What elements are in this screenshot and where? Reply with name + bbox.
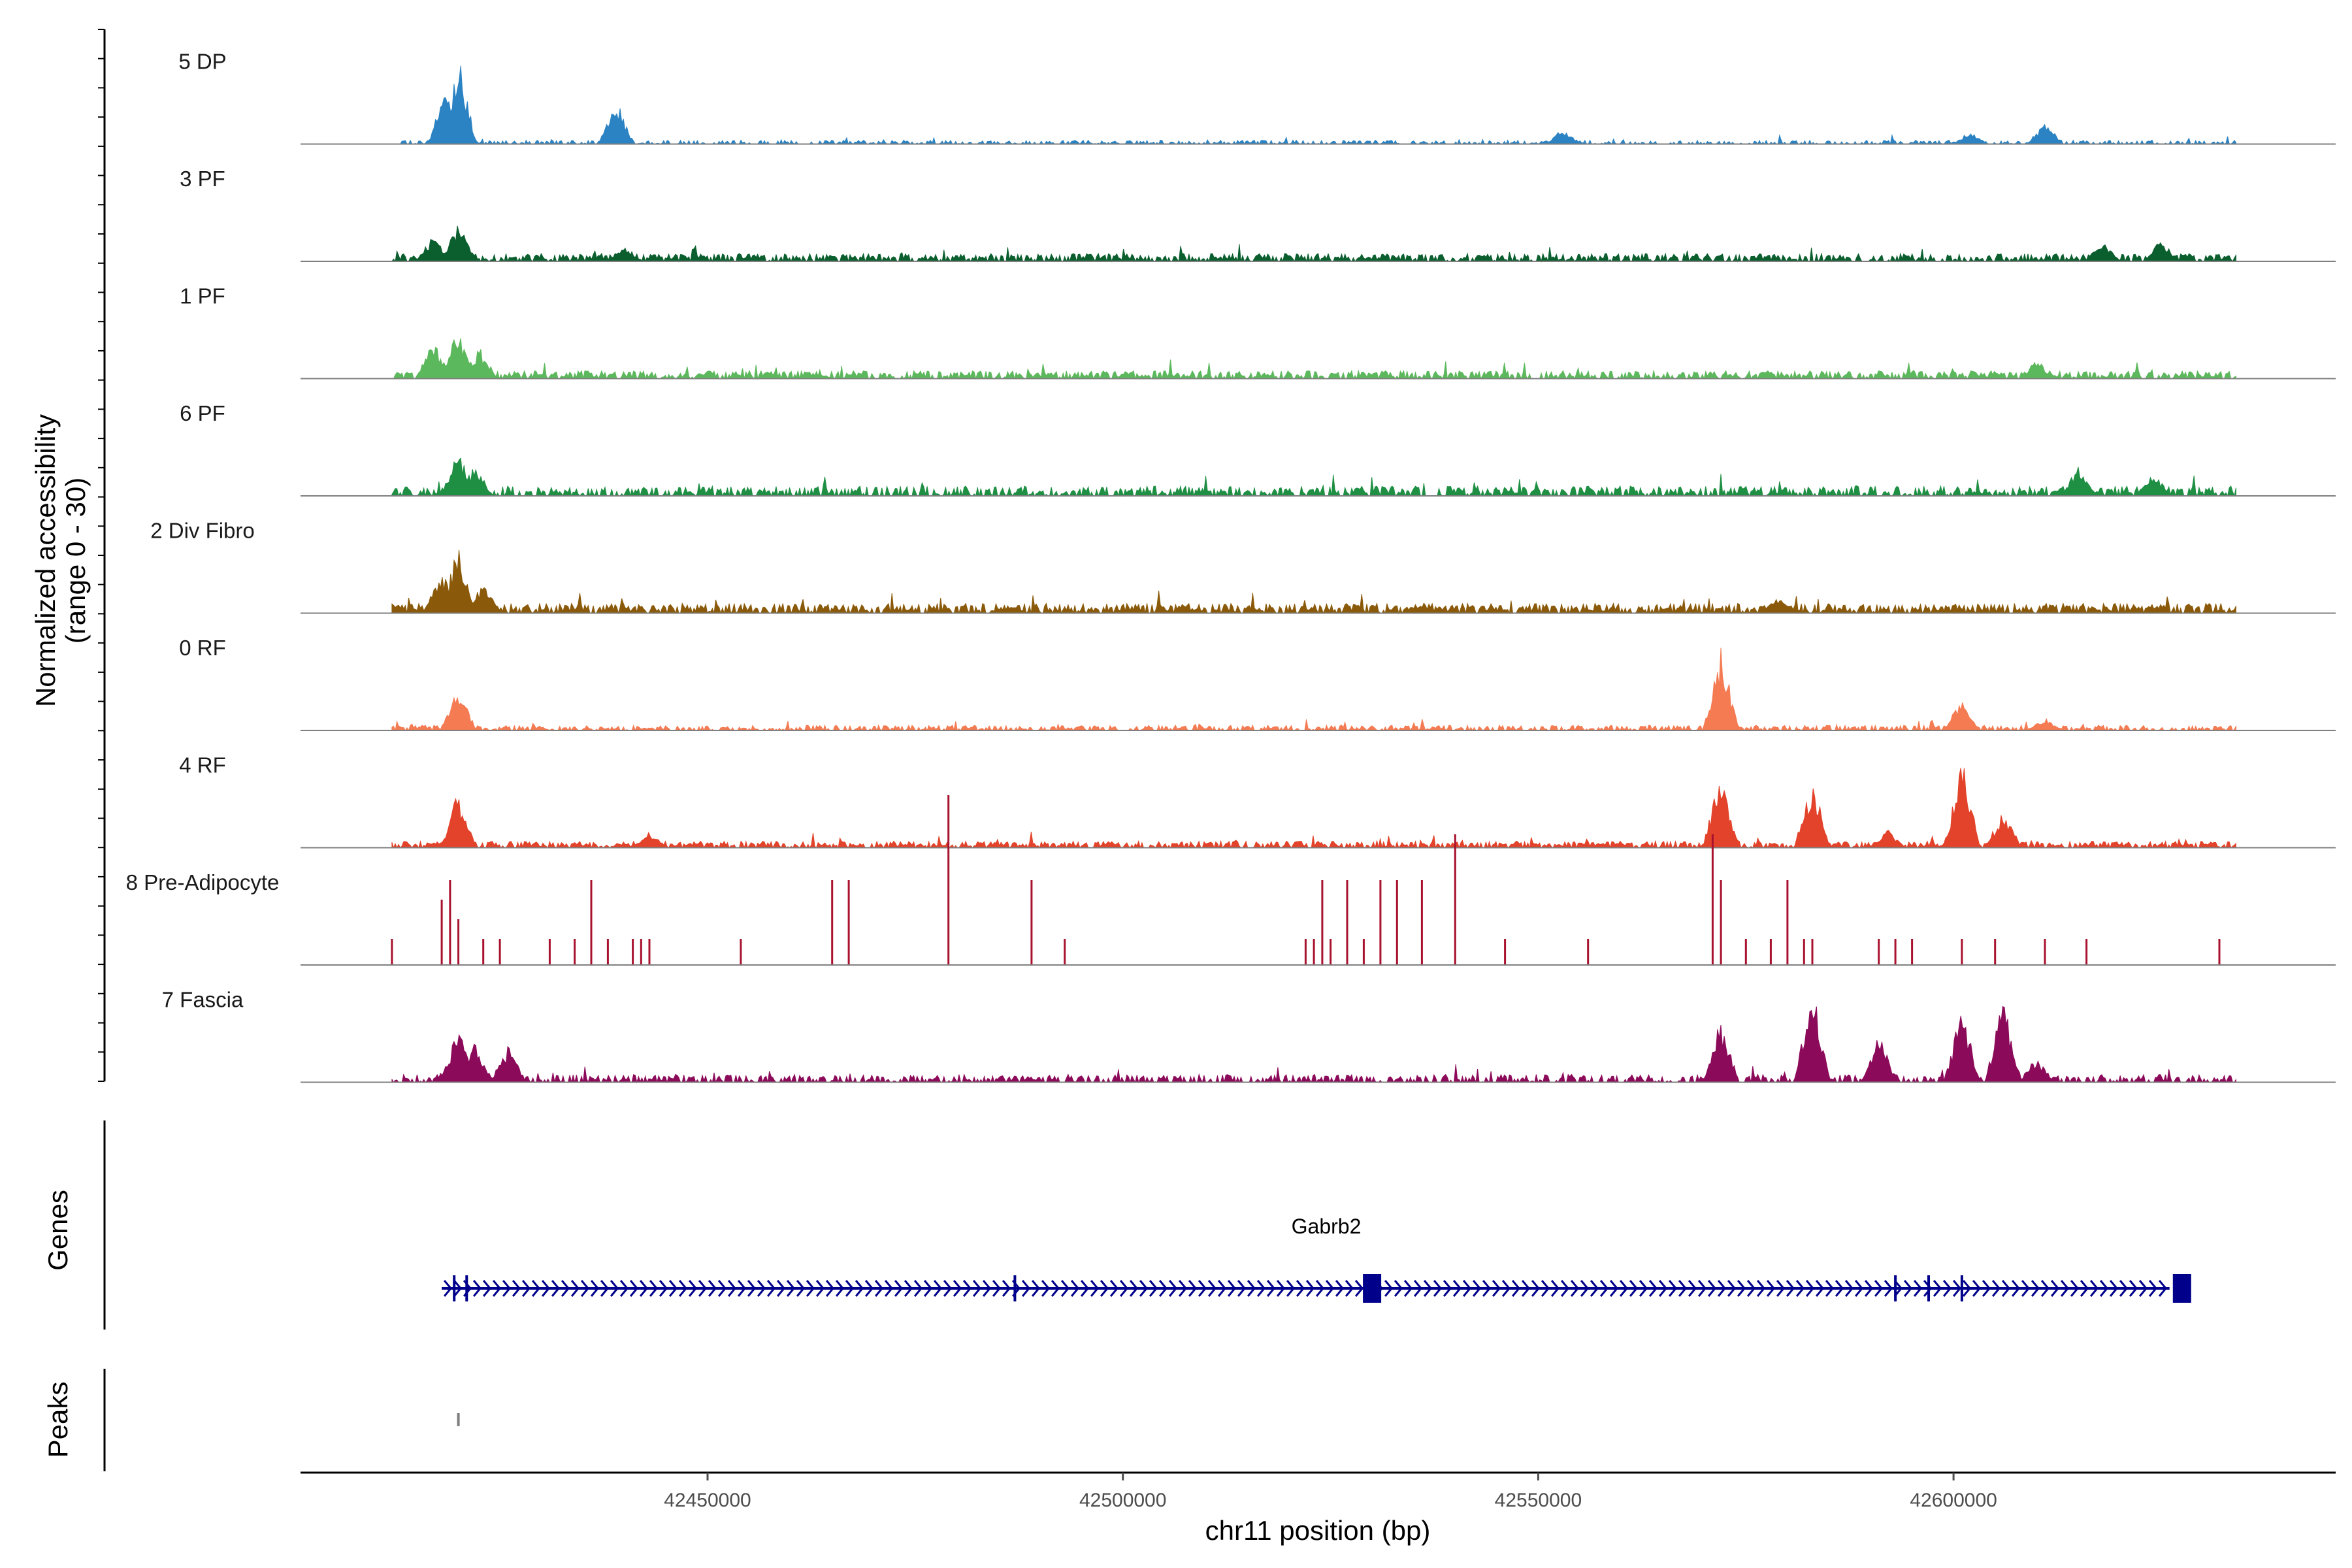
track-bar	[1994, 939, 1997, 965]
track-bar	[482, 939, 485, 965]
track-bar	[640, 939, 642, 965]
track-bar	[1961, 939, 1963, 965]
track-0-rf: 0 RF	[179, 636, 2336, 732]
track-bar	[947, 795, 950, 965]
track-coverage-area	[391, 65, 2236, 146]
track-bar	[1379, 880, 1382, 965]
x-tick-label: 42500000	[1079, 1490, 1166, 1511]
track-bar	[574, 939, 576, 965]
x-tick-label: 42600000	[1910, 1490, 1997, 1511]
track-bar	[1711, 834, 1714, 965]
track-label: 3 PF	[180, 167, 225, 191]
track-8-pre-adipocyte: 8 Pre-Adipocyte	[126, 795, 2336, 966]
gene-strand-chevrons	[443, 1280, 2168, 1297]
coverage-ylabel-range: (range 0 - 30)	[60, 478, 91, 644]
x-axis-ticks: 42450000 42500000 42550000 42600000	[664, 1473, 1997, 1511]
track-bar	[1769, 939, 1772, 965]
track-bar	[1894, 939, 1897, 965]
track-bar	[1454, 834, 1456, 965]
track-bar	[1420, 880, 1423, 965]
track-bar	[2044, 939, 2046, 965]
track-7-fascia: 7 Fascia	[162, 988, 2336, 1084]
track-bar	[1911, 939, 1914, 965]
track-bar	[440, 900, 443, 965]
x-tick-label: 42450000	[664, 1490, 751, 1511]
track-bar	[831, 880, 834, 965]
track-bar	[1064, 939, 1066, 965]
track-bar	[1811, 939, 1814, 965]
track-bar	[1304, 939, 1307, 965]
track-bar	[1803, 939, 1805, 965]
track-bar	[548, 939, 551, 965]
track-bar	[2085, 939, 2088, 965]
gene-label: Gabrb2	[1292, 1215, 1362, 1238]
gene-exon	[1363, 1274, 1382, 1303]
track-3-pf: 3 PF	[180, 167, 2336, 263]
track-coverage-area	[391, 549, 2236, 615]
track-bar	[1313, 939, 1315, 965]
track-4-rf: 4 RF	[179, 753, 2336, 849]
track-coverage-area	[391, 647, 2236, 732]
track-bar	[1720, 880, 1722, 965]
track-coverage-area	[391, 457, 2236, 497]
track-coverage-area	[391, 225, 2236, 263]
track-label: 2 Div Fibro	[150, 519, 255, 543]
track-label: 5 DP	[178, 50, 226, 74]
track-bar	[648, 939, 651, 965]
track-coverage-area	[391, 768, 2236, 849]
track-label: 7 Fascia	[162, 988, 244, 1012]
track-bar	[1330, 939, 1332, 965]
track-bar	[457, 919, 460, 965]
gene-exon	[2172, 1274, 2191, 1303]
track-1-pf: 1 PF	[180, 284, 2336, 380]
track-bar	[1504, 939, 1507, 965]
x-tick-label: 42550000	[1495, 1490, 1582, 1511]
track-bar	[498, 939, 501, 965]
track-6-pf: 6 PF	[180, 401, 2336, 497]
track-bar	[1362, 939, 1365, 965]
track-bar	[2218, 939, 2221, 965]
track-bar	[606, 939, 609, 965]
track-label: 6 PF	[180, 401, 225, 425]
track-bar	[1030, 880, 1033, 965]
genes-panel-title: Genes	[42, 1190, 73, 1271]
track-coverage-area	[391, 1005, 2236, 1084]
gene-model	[442, 1274, 2191, 1303]
track-bar	[632, 939, 634, 965]
x-axis-title: chr11 position (bp)	[1205, 1515, 1431, 1546]
coverage-axis-ticks	[98, 29, 105, 1082]
track-2-div-fibro: 2 Div Fibro	[150, 519, 2336, 615]
track-label: 8 Pre-Adipocyte	[126, 870, 280, 894]
track-label: 4 RF	[179, 753, 226, 777]
track-bar	[740, 939, 742, 965]
track-bar	[1396, 880, 1398, 965]
track-bar	[590, 880, 593, 965]
track-bar	[1321, 880, 1324, 965]
track-bar	[1878, 939, 1880, 965]
track-bar	[391, 939, 393, 965]
track-label: 1 PF	[180, 284, 225, 308]
track-label: 0 RF	[179, 636, 226, 660]
track-bar	[1346, 880, 1348, 965]
track-bar	[1587, 939, 1590, 965]
track-bar	[449, 880, 451, 965]
peaks-panel-title: Peaks	[42, 1382, 73, 1458]
coverage-ylabel: Normalized accessibility	[30, 414, 61, 707]
track-bar	[847, 880, 850, 965]
track-coverage-area	[391, 338, 2236, 380]
coverage-tracks: 5 DP 3 PF 1 PF 6 PF 2 Div Fibro 0 RF 4 RF 8 Pre…	[126, 50, 2336, 1084]
track-bar	[1744, 939, 1747, 965]
track-5-dp: 5 DP	[178, 50, 2336, 146]
track-bar	[1786, 880, 1789, 965]
